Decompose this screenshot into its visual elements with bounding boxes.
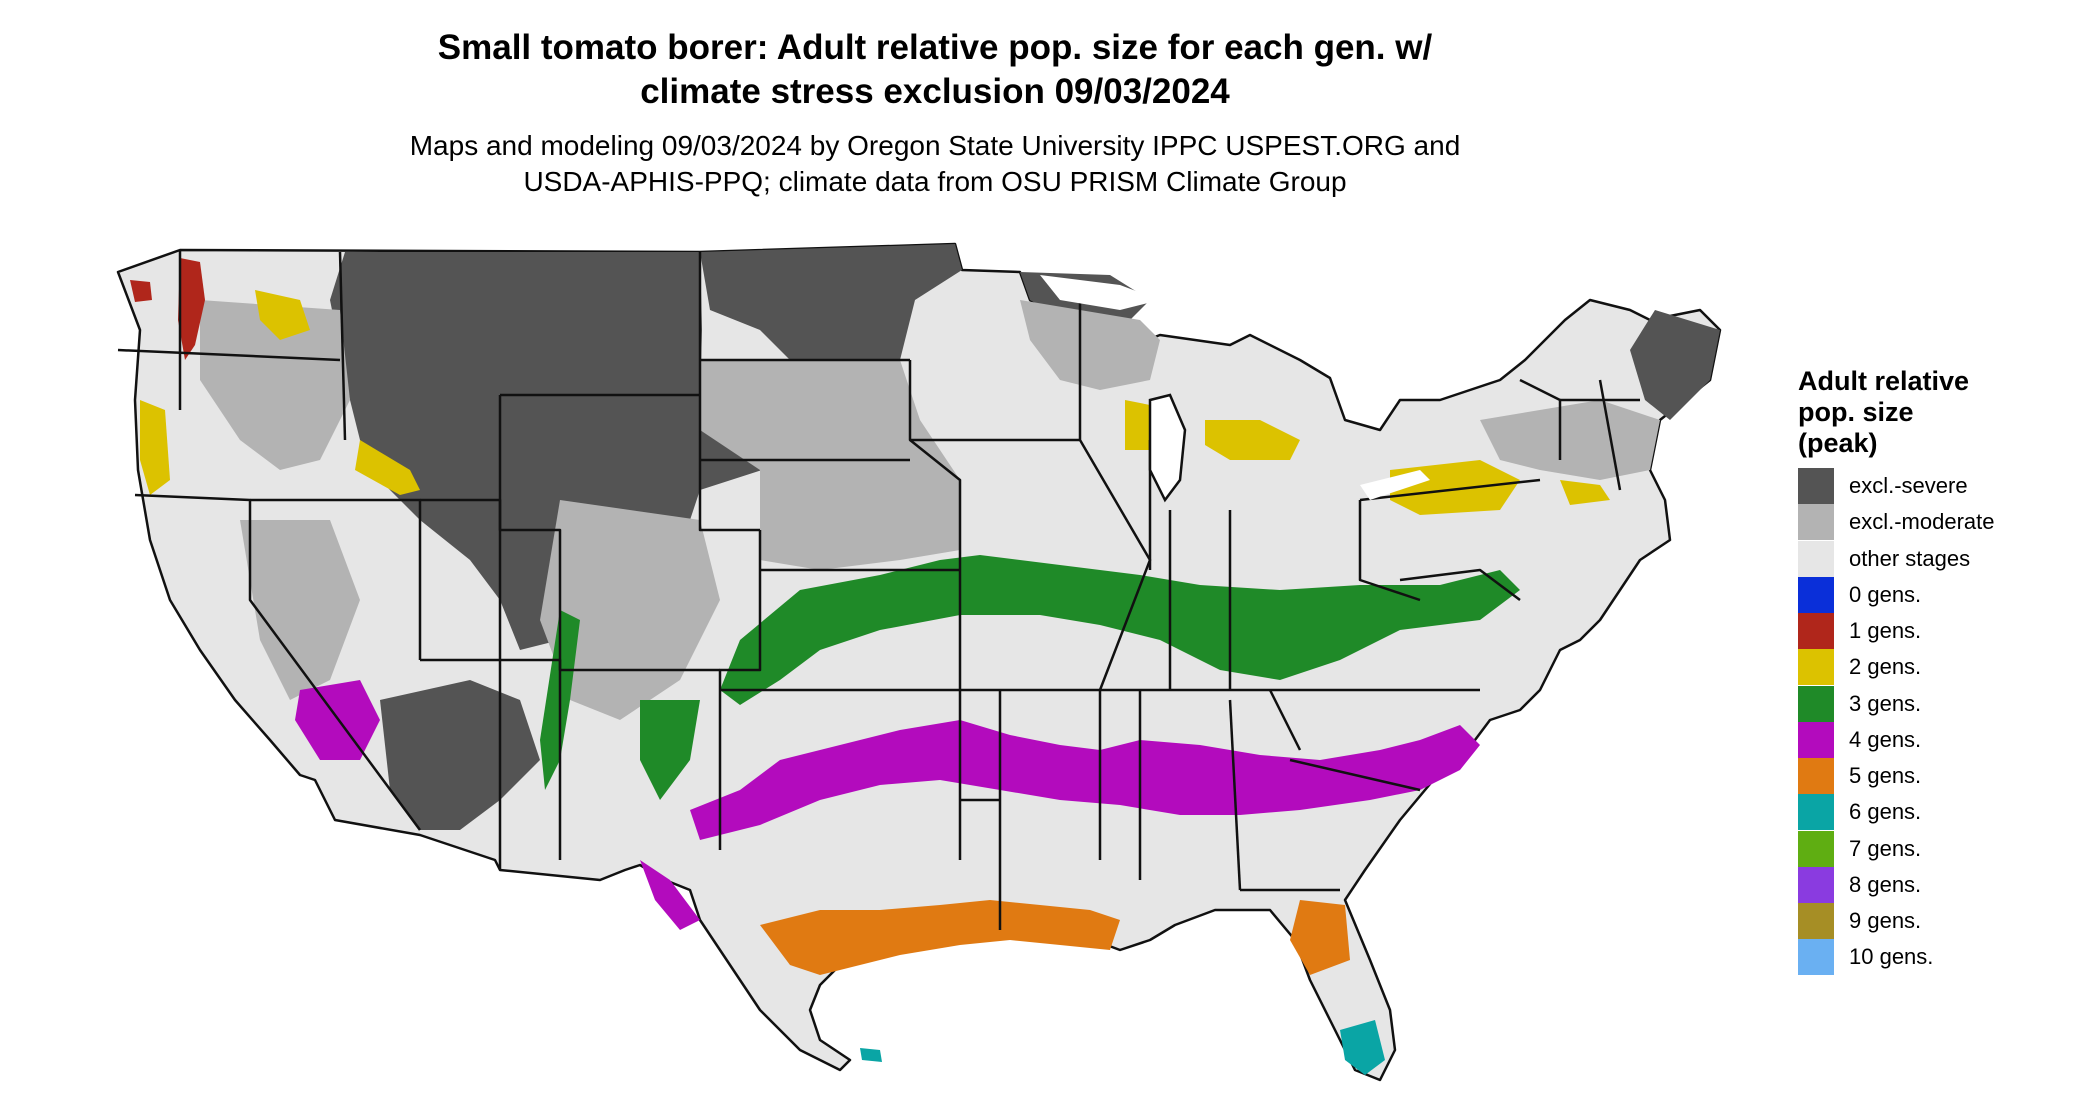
legend-swatch (1798, 685, 1834, 722)
lake-michigan (1148, 393, 1187, 503)
legend-item: 4 gens. (1798, 721, 1922, 758)
legend-item: 2 gens. (1798, 649, 1922, 686)
legend-label: 5 gens. (1849, 763, 1922, 788)
legend-label: 7 gens. (1849, 835, 1922, 861)
legend-label: 1 gens. (1849, 618, 1922, 643)
legend-item: 10 gens. (1798, 939, 1934, 976)
legend-swatch (1798, 794, 1834, 831)
region-2-gen (255, 290, 310, 340)
legend-label: excl.-moderate (1849, 509, 1995, 535)
legend-item: 0 gens. (1798, 576, 1922, 613)
lake-erie (1360, 470, 1430, 500)
region-excl-severe (700, 244, 962, 380)
region-excl-moderate (700, 360, 960, 570)
region-3-gen (720, 555, 1520, 705)
legend-item: 6 gens. (1798, 794, 1922, 831)
region-excl-severe (1630, 310, 1720, 420)
legend-item: other stages (1798, 540, 1971, 577)
map-title-line-2: climate stress exclusion 09/03/2024 (640, 72, 1230, 111)
legend-swatch (1798, 649, 1834, 686)
map-subtitle-line-2: USDA-APHIS-PPQ; climate data from OSU PR… (523, 166, 1347, 197)
legend-label: 8 gens. (1849, 871, 1922, 897)
legend-swatch (1798, 758, 1834, 794)
legend-swatch (1798, 830, 1834, 867)
legend-swatch (1798, 576, 1834, 613)
legend-swatch (1798, 721, 1834, 758)
region-2-gen (1205, 420, 1300, 460)
legend-item: excl.-severe (1798, 468, 1968, 504)
legend-swatch (1798, 866, 1834, 903)
legend-item: excl.-moderate (1798, 504, 1995, 541)
region-5-gen (1290, 900, 1350, 975)
legend-label: 10 gens. (1849, 944, 1934, 970)
region-1-gen (178, 258, 205, 360)
legend-swatch (1798, 613, 1834, 649)
legend-swatch (1798, 540, 1834, 577)
region-6-gen (860, 1048, 882, 1062)
region-6-gen (1340, 1020, 1385, 1075)
region-excl-severe (330, 252, 762, 650)
legend-label: 6 gens. (1849, 799, 1922, 825)
legend-title-line: pop. size (1798, 397, 1914, 427)
legend-swatch (1798, 939, 1834, 976)
legend-item: 3 gens. (1798, 685, 1922, 722)
legend-item: 7 gens. (1798, 830, 1922, 867)
legend-swatch (1798, 468, 1834, 504)
legend-item: 8 gens. (1798, 866, 1922, 903)
legend-swatch (1798, 504, 1834, 541)
lake-superior (1040, 275, 1160, 310)
legend-item: 9 gens. (1798, 903, 1921, 939)
legend-title-line: Adult relative (1798, 366, 1970, 396)
region-excl-moderate (1020, 300, 1160, 390)
region-2-gen (1560, 480, 1610, 505)
region-excl-moderate (240, 520, 360, 700)
region-5-gen (760, 900, 1120, 975)
legend-label: 3 gens. (1849, 690, 1922, 716)
legend-swatch (1798, 903, 1834, 939)
region-4-gen (690, 720, 1480, 840)
legend-title: Adult relative pop. size (peak) (1798, 366, 2078, 459)
region-2-gen (140, 400, 170, 495)
legend-item: 5 gens. (1798, 758, 1921, 794)
region-2-gen (1125, 400, 1150, 450)
legend-label: 2 gens. (1849, 654, 1922, 680)
legend-label: other stages (1849, 545, 1971, 571)
region-1-gen (130, 280, 152, 302)
region-3-gen (640, 700, 700, 800)
legend-label: 4 gens. (1849, 726, 1922, 752)
map-subtitle-line-1: Maps and modeling 09/03/2024 by Oregon S… (409, 130, 1461, 161)
legend-label: 9 gens. (1849, 908, 1922, 933)
region-2-gen (355, 440, 420, 495)
legend-label: 0 gens. (1849, 581, 1922, 607)
state-boundaries (117, 250, 1640, 930)
region-excl-moderate (200, 300, 350, 470)
legend-item: 1 gens. (1798, 613, 1921, 649)
map-title-line-1: Small tomato borer: Adult relative pop. … (437, 28, 1433, 67)
region-excl-moderate (540, 500, 720, 720)
legend-title-line: (peak) (1798, 428, 1878, 458)
region-4-gen (640, 860, 700, 930)
legend-label: excl.-severe (1849, 473, 1968, 498)
